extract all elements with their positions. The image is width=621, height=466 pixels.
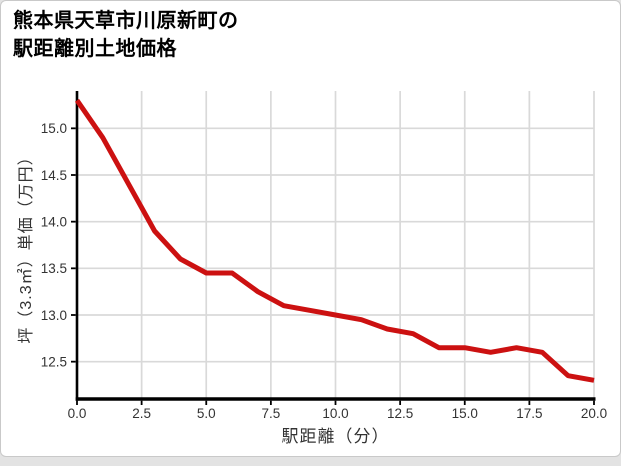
x-tick-label: 20.0 [581,406,607,421]
x-tick-label: 15.0 [452,406,478,421]
y-tick-label: 14.5 [41,168,67,183]
price-line [74,98,595,383]
x-tick-label: 2.5 [132,406,151,421]
x-tick-label: 5.0 [197,406,216,421]
y-tick-label: 13.0 [41,308,67,323]
chart-title-line2: 駅距離別土地価格 [13,38,177,60]
x-tick-label: 10.0 [322,406,348,421]
x-tick-label: 12.5 [387,406,413,421]
chart-title: 熊本県天草市川原新町の 駅距離別土地価格 [13,7,239,63]
y-tick-label: 12.5 [41,354,67,369]
x-tick-label: 7.5 [261,406,280,421]
x-axis-label: 駅距離（分） [281,427,390,446]
y-axis-label: 坪（3.3㎡）単価（万円） [18,148,35,344]
x-tick-label: 0.0 [68,406,87,421]
y-tick-label: 13.5 [41,261,67,276]
x-tick-label: 17.5 [516,406,542,421]
y-tick-label: 14.0 [41,214,67,229]
chart-title-line1: 熊本県天草市川原新町の [13,10,239,32]
y-tick-label: 15.0 [41,121,67,136]
